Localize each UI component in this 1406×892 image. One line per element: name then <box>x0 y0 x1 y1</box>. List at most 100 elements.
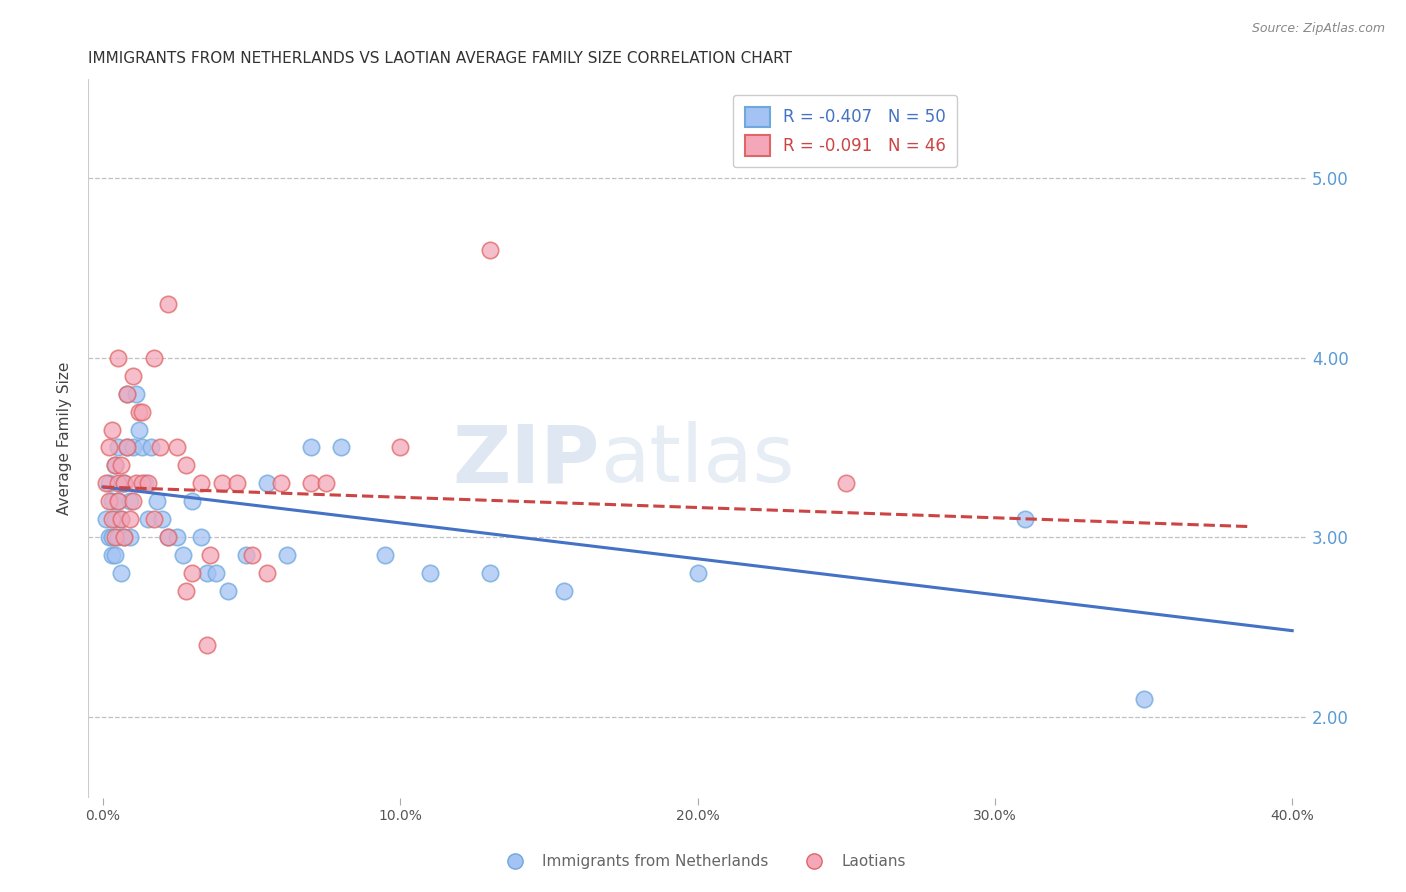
Point <box>97 476 120 491</box>
Point <box>157 530 180 544</box>
Point <box>152 512 174 526</box>
Point <box>419 566 441 581</box>
Point <box>101 423 124 437</box>
Point <box>94 512 117 526</box>
Point <box>97 441 120 455</box>
Point <box>107 441 129 455</box>
Text: IMMIGRANTS FROM NETHERLANDS VS LAOTIAN AVERAGE FAMILY SIZE CORRELATION CHART: IMMIGRANTS FROM NETHERLANDS VS LAOTIAN A… <box>89 51 792 66</box>
Point <box>198 548 221 562</box>
Point <box>101 494 124 508</box>
Point <box>299 476 322 491</box>
Point <box>131 441 153 455</box>
Point <box>97 530 120 544</box>
Point <box>142 351 165 365</box>
Point <box>115 441 138 455</box>
Point <box>107 530 129 544</box>
Point <box>107 476 129 491</box>
Point <box>131 404 153 418</box>
Point <box>315 476 337 491</box>
Legend: Immigrants from Netherlands, Laotians: Immigrants from Netherlands, Laotians <box>494 848 912 875</box>
Point <box>553 584 575 599</box>
Point <box>121 441 143 455</box>
Point <box>374 548 396 562</box>
Point <box>686 566 709 581</box>
Point <box>190 530 212 544</box>
Point <box>256 476 278 491</box>
Point <box>104 458 127 473</box>
Point <box>211 476 233 491</box>
Point <box>104 512 127 526</box>
Point <box>97 494 120 508</box>
Point <box>181 566 204 581</box>
Point <box>205 566 228 581</box>
Point <box>1014 512 1036 526</box>
Point <box>112 530 135 544</box>
Point <box>94 476 117 491</box>
Text: atlas: atlas <box>600 421 794 499</box>
Point <box>134 476 156 491</box>
Point <box>115 386 138 401</box>
Point <box>172 548 194 562</box>
Point <box>131 476 153 491</box>
Point <box>136 476 159 491</box>
Point <box>225 476 247 491</box>
Point <box>115 386 138 401</box>
Point <box>136 512 159 526</box>
Point <box>110 512 132 526</box>
Point <box>128 423 150 437</box>
Point <box>110 512 132 526</box>
Point <box>145 494 167 508</box>
Text: ZIP: ZIP <box>453 421 600 499</box>
Y-axis label: Average Family Size: Average Family Size <box>58 362 72 516</box>
Point <box>110 566 132 581</box>
Point <box>299 441 322 455</box>
Point <box>174 458 197 473</box>
Point <box>101 512 124 526</box>
Point <box>195 566 218 581</box>
Point <box>112 476 135 491</box>
Legend: R = -0.407   N = 50, R = -0.091   N = 46: R = -0.407 N = 50, R = -0.091 N = 46 <box>733 95 957 167</box>
Point <box>110 458 132 473</box>
Point <box>270 476 292 491</box>
Point <box>181 494 204 508</box>
Point <box>112 530 135 544</box>
Point <box>276 548 298 562</box>
Point <box>389 441 412 455</box>
Point <box>235 548 257 562</box>
Point <box>174 584 197 599</box>
Text: Source: ZipAtlas.com: Source: ZipAtlas.com <box>1251 22 1385 36</box>
Point <box>256 566 278 581</box>
Point <box>118 530 141 544</box>
Point <box>166 441 188 455</box>
Point <box>157 297 180 311</box>
Point <box>157 530 180 544</box>
Point <box>121 494 143 508</box>
Point <box>125 386 148 401</box>
Point <box>139 441 162 455</box>
Point <box>125 476 148 491</box>
Point <box>190 476 212 491</box>
Point <box>110 476 132 491</box>
Point <box>217 584 239 599</box>
Point <box>240 548 263 562</box>
Point <box>101 548 124 562</box>
Point <box>112 476 135 491</box>
Point <box>121 368 143 383</box>
Point <box>148 441 170 455</box>
Point <box>104 458 127 473</box>
Point <box>104 548 127 562</box>
Point <box>107 494 129 508</box>
Point <box>166 530 188 544</box>
Point <box>478 243 501 257</box>
Point <box>104 530 127 544</box>
Point <box>195 638 218 652</box>
Point <box>142 512 165 526</box>
Point <box>478 566 501 581</box>
Point <box>1132 692 1154 706</box>
Point <box>107 351 129 365</box>
Point <box>118 494 141 508</box>
Point <box>128 404 150 418</box>
Point <box>118 512 141 526</box>
Point <box>107 494 129 508</box>
Point <box>835 476 858 491</box>
